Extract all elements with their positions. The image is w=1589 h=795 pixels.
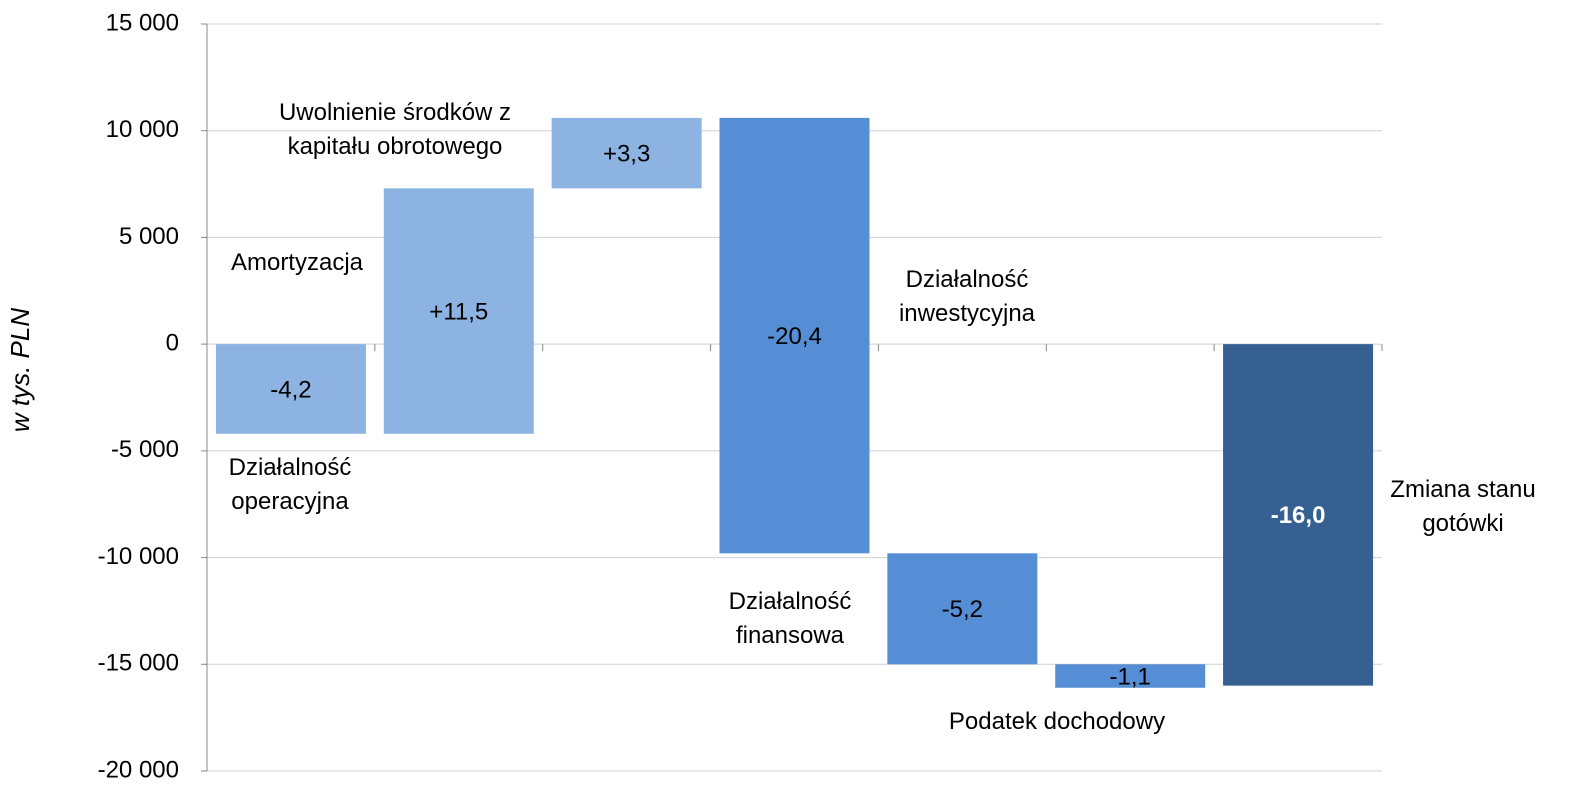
y-tick-label: -5 000 — [111, 436, 179, 463]
category-label: Amortyzacja — [230, 249, 364, 276]
y-tick-label: 5 000 — [119, 223, 179, 250]
bar — [215, 344, 366, 434]
y-tick-label: -10 000 — [98, 543, 179, 570]
y-tick-label: -20 000 — [98, 756, 179, 783]
value-label: -4,2 — [270, 376, 311, 403]
y-tick-label: -15 000 — [98, 650, 179, 677]
category-label: Działalność inwestycyjna — [898, 266, 1036, 327]
value-label: +3,3 — [603, 140, 650, 167]
total-label: Zmiana stanu gotówki — [1390, 476, 1536, 537]
category-label: Działalność finansowa — [728, 588, 852, 649]
value-label: +11,5 — [429, 298, 488, 325]
y-tick-label: 10 000 — [106, 116, 179, 143]
bar — [1055, 664, 1206, 688]
y-tick-label: 0 — [166, 329, 179, 356]
value-label: -5,2 — [942, 596, 983, 623]
bar — [887, 553, 1038, 665]
category-label: Uwolnienie środków z kapitału obrotowego — [278, 99, 512, 160]
y-tick-label: 15 000 — [106, 9, 179, 36]
y-axis-label: w tys. PLN — [5, 308, 35, 432]
total-value-label: -16,0 — [1271, 502, 1326, 529]
total-bar — [1223, 344, 1374, 686]
category-label: Podatek dochodowy — [948, 708, 1166, 735]
value-label: -1,1 — [1110, 663, 1151, 690]
bar — [719, 117, 870, 554]
bar — [383, 188, 534, 434]
value-label: -20,4 — [767, 323, 822, 350]
category-label: Działalność operacyjna — [228, 454, 352, 515]
bar — [551, 117, 702, 189]
